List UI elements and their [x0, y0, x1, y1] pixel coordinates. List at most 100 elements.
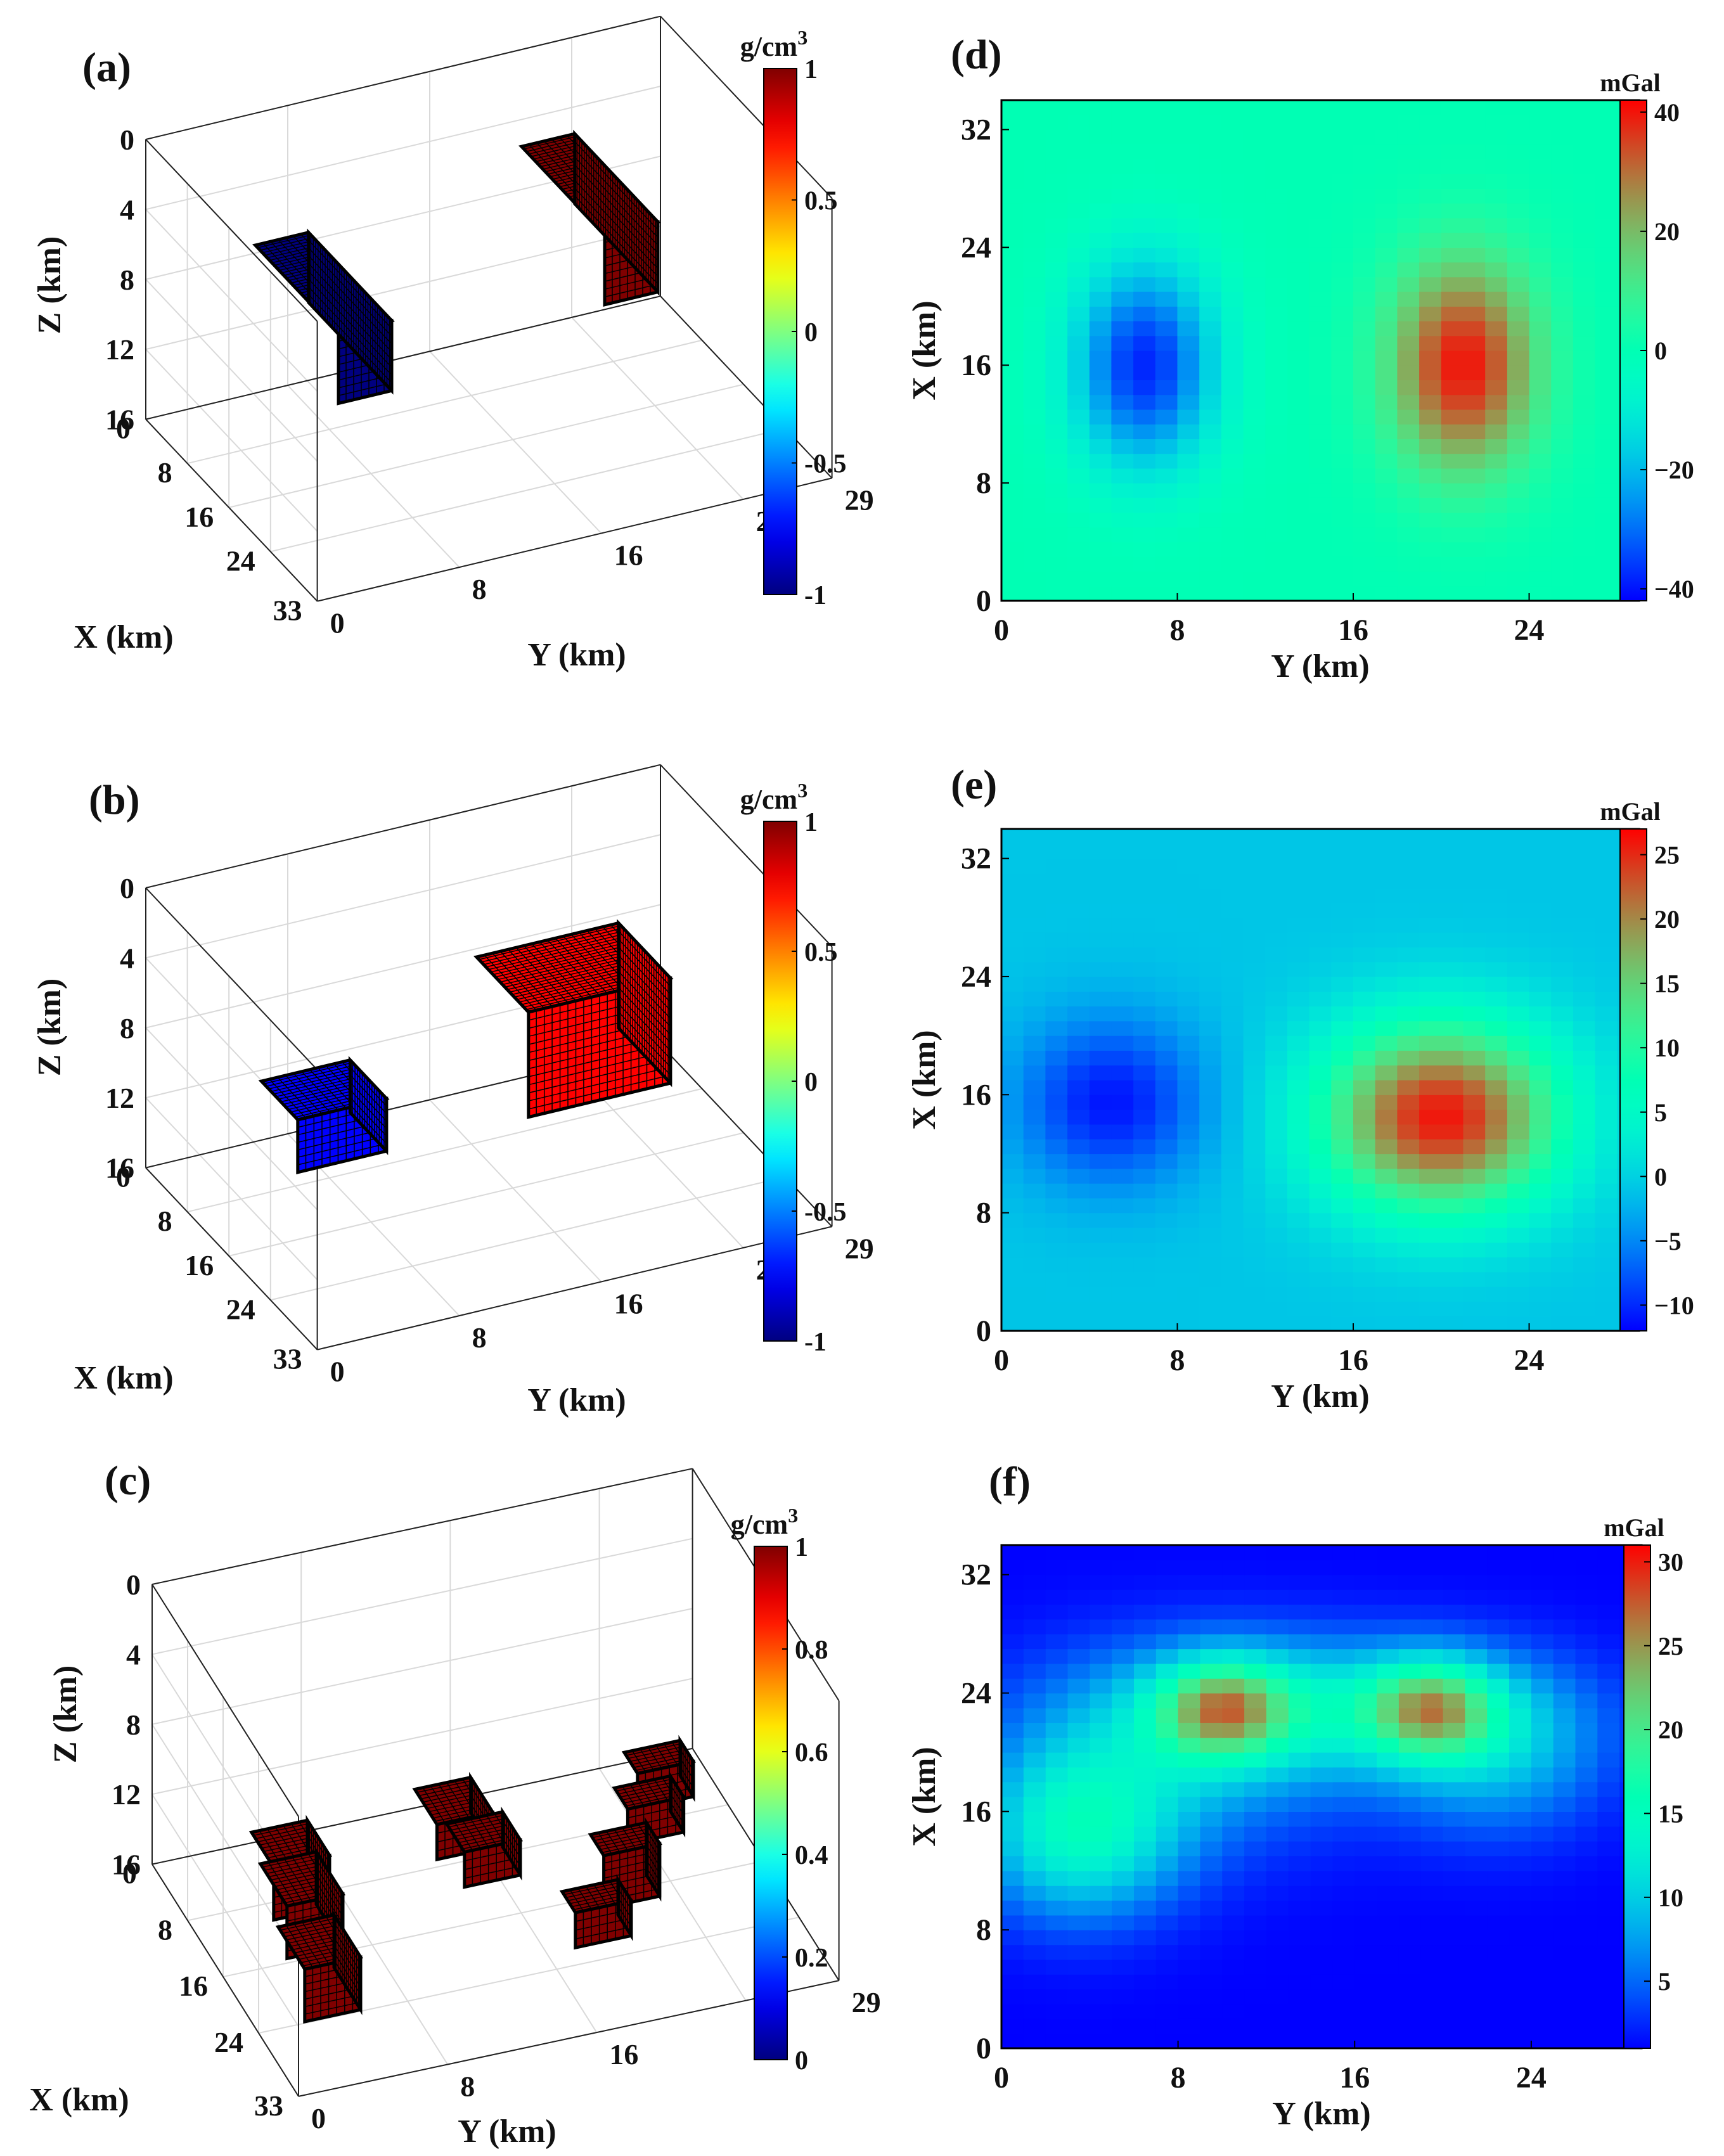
heatmap-cell: [1310, 1604, 1333, 1620]
heatmap-cell: [1509, 1885, 1532, 1901]
heatmap-cell: [1221, 1109, 1244, 1125]
heatmap-cell: [1553, 1870, 1576, 1886]
heatmap-cell: [1001, 1930, 1024, 1946]
heatmap-cell: [1222, 1915, 1245, 1930]
heatmap-cell: [1595, 174, 1618, 189]
heatmap-cell: [1266, 1589, 1289, 1605]
heatmap-cell: [1553, 1634, 1576, 1650]
heatmap-cell: [1465, 1737, 1488, 1753]
heatmap-cell: [1089, 512, 1112, 528]
heatmap-cell: [1045, 1139, 1068, 1155]
heatmap-cell: [1111, 1168, 1134, 1184]
heatmap-cell: [1199, 306, 1222, 322]
heatmap-cell: [1377, 1693, 1399, 1709]
z-axis-label: Z (km): [32, 236, 68, 335]
heatmap-cell: [1375, 1316, 1398, 1331]
heatmap-cell: [1221, 335, 1244, 351]
heatmap-cell: [1111, 991, 1134, 1007]
heatmap-cell: [1463, 203, 1486, 219]
heatmap-cell: [1023, 586, 1046, 601]
edge-outline: [616, 1874, 633, 1942]
heatmap-cell: [1420, 1826, 1444, 1842]
heatmap-cell: [1133, 1109, 1156, 1125]
heatmap-cell: [1111, 947, 1134, 963]
heatmap-cell: [1463, 1036, 1486, 1051]
heatmap-cell: [1155, 1109, 1178, 1125]
heatmap-cell: [1595, 902, 1618, 918]
voxel-grid: [280, 1916, 359, 1968]
heatmap-cell: [1443, 1707, 1465, 1723]
heatmap-cell: [1134, 2003, 1157, 2019]
heatmap-cell: [1199, 276, 1222, 292]
heatmap-cell: [1243, 902, 1266, 918]
heatmap-cell: [1067, 174, 1090, 189]
colorbar-tick-label: 0.2: [795, 1944, 828, 1973]
heatmap-cell: [1398, 1944, 1422, 1960]
heatmap-cell: [1485, 512, 1508, 528]
heatmap-cell: [1375, 174, 1398, 189]
heatmap-cell: [1199, 556, 1222, 572]
heatmap-cell: [1441, 174, 1464, 189]
heatmap-cell: [1089, 556, 1112, 572]
heatmap-cell: [1310, 1663, 1333, 1679]
heatmap-cell: [1221, 174, 1244, 189]
heatmap-cell: [1001, 1752, 1024, 1768]
heatmap-cell: [1419, 217, 1442, 233]
heatmap-cell: [1354, 1959, 1377, 1975]
heatmap-cell: [1595, 829, 1618, 844]
heatmap-cell: [1531, 1619, 1554, 1634]
heatmap-cell: [1244, 1619, 1267, 1634]
heatmap-cell: [1463, 1287, 1486, 1302]
heatmap-cell: [1309, 276, 1332, 292]
heatmap-cell: [1573, 917, 1596, 933]
heatmap-cell: [1332, 1589, 1355, 1605]
heatmap-cell: [1375, 1271, 1398, 1287]
y-axis-label: Y (km): [527, 1382, 626, 1418]
heatmap-cell: [1045, 1781, 1069, 1797]
heatmap-cell: [1134, 1900, 1157, 1916]
heatmap-cell: [1067, 1707, 1090, 1723]
heatmap-cell: [1221, 321, 1244, 337]
heatmap-cell: [1287, 439, 1310, 454]
heatmap-cell: [1221, 527, 1244, 542]
heatmap-cell: [1133, 1316, 1156, 1331]
heatmap-cell: [1023, 424, 1046, 439]
heatmap-cell: [1398, 2018, 1422, 2034]
heatmap-cell: [1067, 1094, 1090, 1110]
negative-density-body: [258, 1056, 390, 1174]
heatmap-cell: [1111, 158, 1134, 174]
heatmap-cell: [1551, 1271, 1574, 1287]
heatmap-cell: [1398, 1723, 1422, 1738]
heatmap-cell: [1200, 1589, 1223, 1605]
heatmap-cell: [1067, 1767, 1090, 1783]
heatmap-cell: [1221, 350, 1244, 366]
heatmap-cell: [1553, 1707, 1576, 1723]
heatmap-cell: [1089, 115, 1112, 130]
heatmap-cell: [1133, 424, 1156, 439]
heatmap-cell: [1067, 335, 1090, 351]
heatmap-cell: [1485, 1006, 1508, 1022]
heatmap-cell: [1244, 1723, 1267, 1738]
heatmap-cell: [1111, 174, 1134, 189]
heatmap-cell: [1573, 497, 1596, 513]
heatmap-cell: [1397, 1271, 1420, 1287]
heatmap-cell: [1023, 512, 1046, 528]
heatmap-cell: [1155, 394, 1178, 410]
heatmap-cell: [1023, 1139, 1046, 1155]
heatmap-cell: [1177, 365, 1200, 380]
heatmap-cell: [1573, 188, 1596, 204]
heatmap-cell: [1001, 380, 1024, 395]
heatmap-cell: [1573, 1109, 1596, 1125]
heatmap-cell: [1553, 1678, 1576, 1694]
heatmap-cell: [1177, 1168, 1200, 1184]
heatmap-cell: [1001, 1124, 1024, 1139]
heatmap-cell: [1485, 1050, 1508, 1066]
heatmap-cell: [1045, 1974, 1069, 1990]
axes-box: [145, 15, 833, 602]
heatmap-cell: [1287, 542, 1310, 557]
heatmap-cell: [1310, 1959, 1333, 1975]
heatmap-cell: [1001, 1781, 1024, 1797]
heatmap-cell: [1443, 1900, 1465, 1916]
heatmap-cell: [1199, 321, 1222, 337]
heatmap-cell: [1001, 1989, 1024, 2005]
